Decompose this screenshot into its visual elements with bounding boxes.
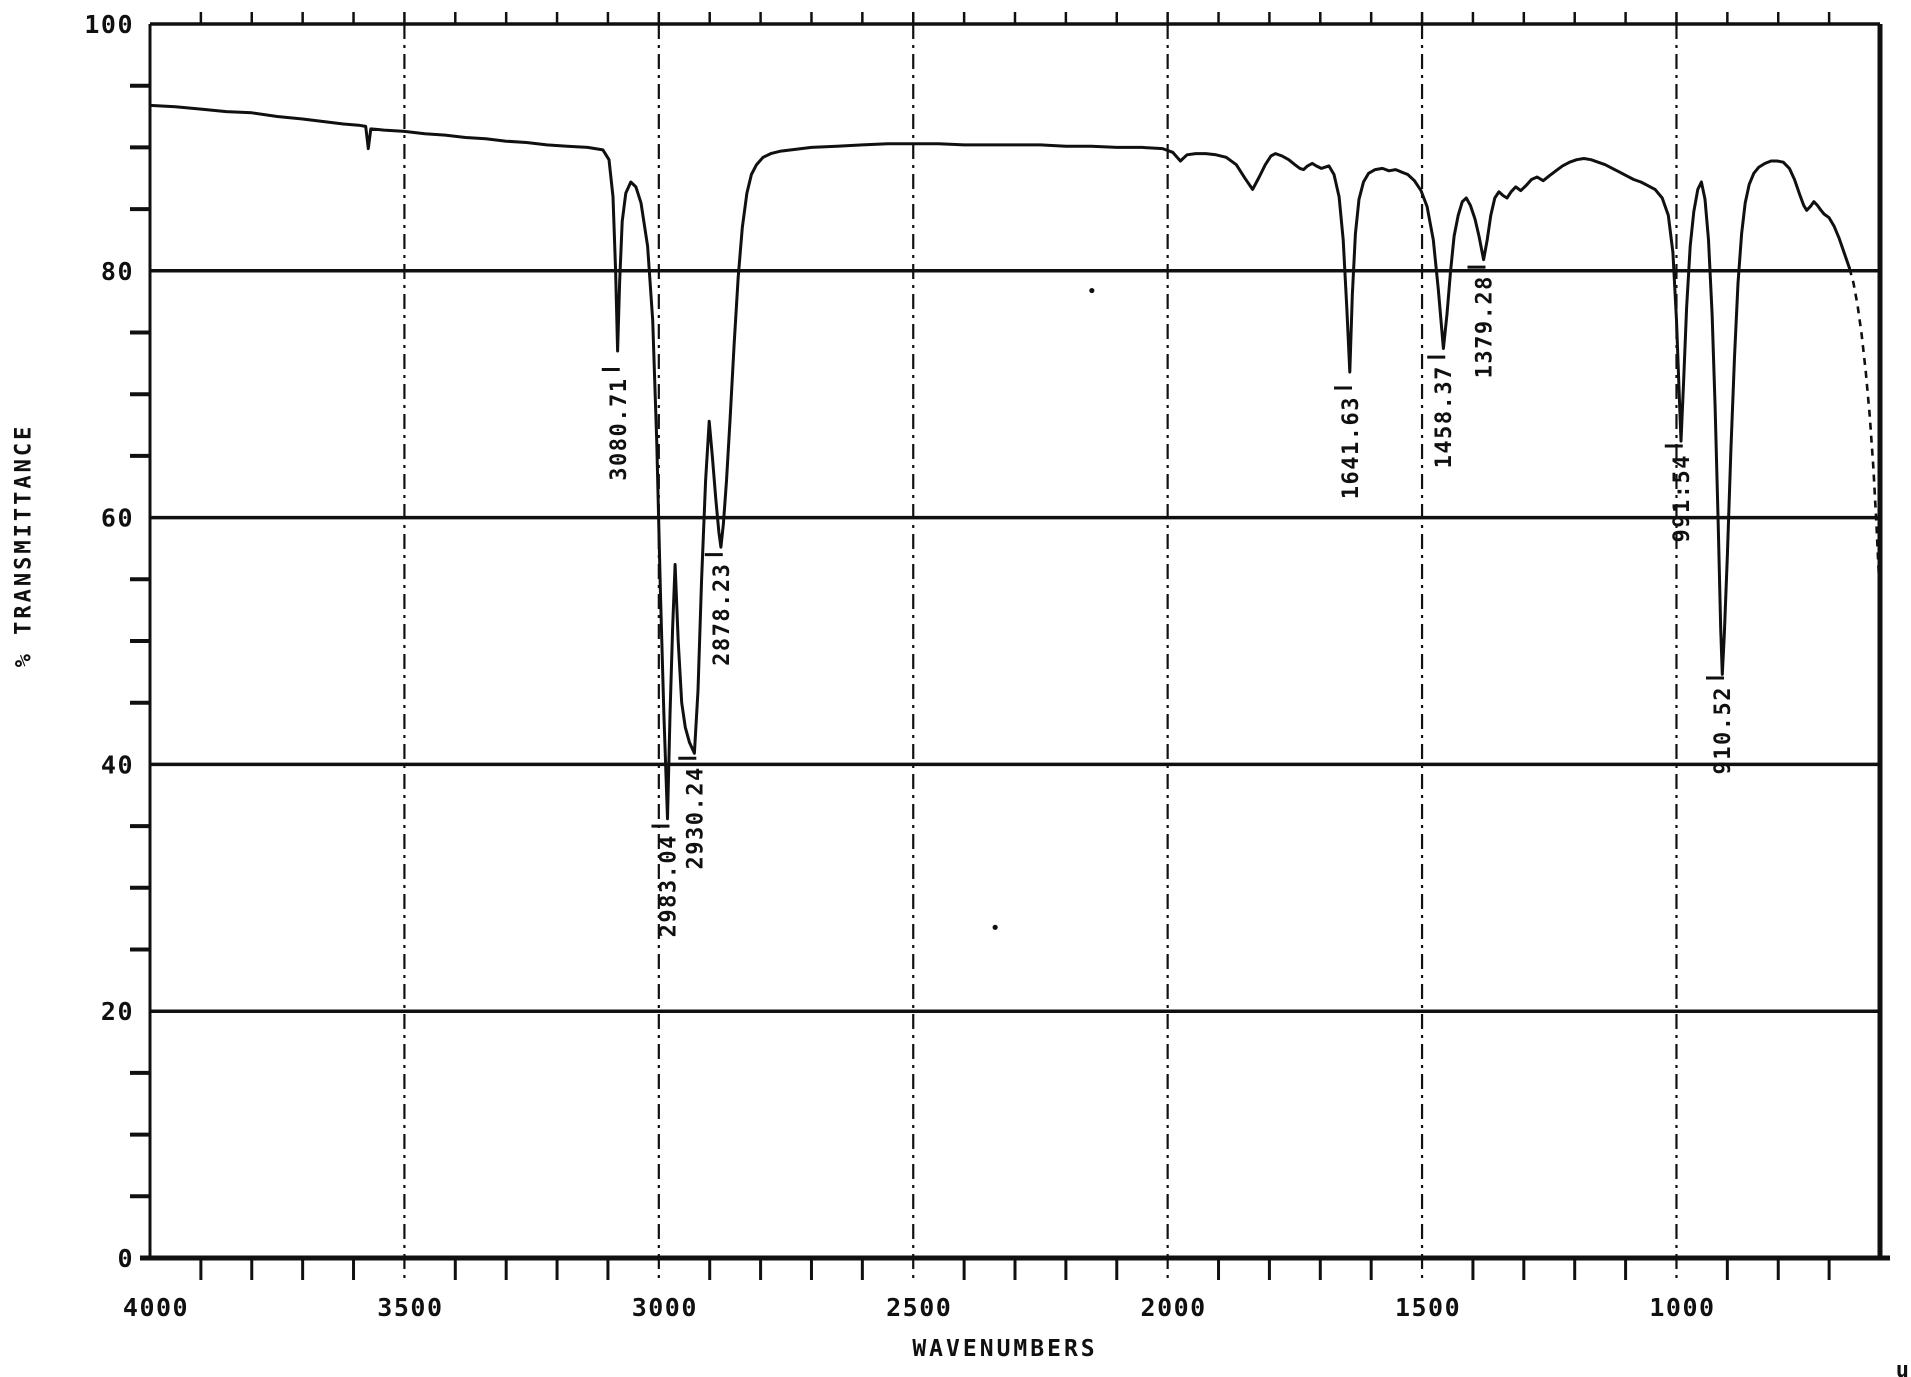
x-tick-label: 4000	[123, 1293, 189, 1322]
peak-label: 2983.04	[656, 834, 681, 937]
peak-label: 910.52	[1711, 686, 1736, 774]
scan-artifact-dot	[992, 924, 998, 930]
x-tick-label: 3500	[377, 1293, 443, 1322]
x-tick-label: 2000	[1141, 1293, 1207, 1322]
peak-label: 2930.24	[683, 766, 708, 869]
y-tick-label: 40	[101, 750, 134, 779]
y-tick-label: 80	[101, 257, 134, 286]
y-tick-label: 100	[84, 10, 134, 39]
peak-label: 1379.28	[1472, 275, 1497, 378]
peak-label: 1641.63	[1339, 396, 1364, 499]
x-tick-label: 3000	[632, 1293, 698, 1322]
y-tick-label: 60	[101, 504, 134, 533]
scan-artifact-dot	[1089, 287, 1095, 294]
peak-label: 991:54	[1670, 454, 1695, 542]
y-axis-title: % TRANSMITTANCE	[11, 423, 37, 668]
spectrum-curve-tail	[1848, 267, 1882, 635]
spectrum-curve	[148, 103, 1851, 821]
x-tick-label: 1000	[1649, 1293, 1715, 1322]
y-tick-label: 0	[117, 1244, 134, 1273]
corner-scan-artifact: u	[1895, 1358, 1909, 1377]
peak-label: 1458.37	[1432, 365, 1457, 468]
peak-label: 3080.71	[607, 378, 632, 481]
x-axis-title: WAVENUMBERS	[912, 1336, 1098, 1362]
x-tick-label: 1500	[1395, 1293, 1461, 1322]
y-tick-label: 20	[101, 997, 134, 1026]
x-tick-label: 2500	[886, 1293, 952, 1322]
peak-label: 2878.23	[710, 563, 735, 666]
